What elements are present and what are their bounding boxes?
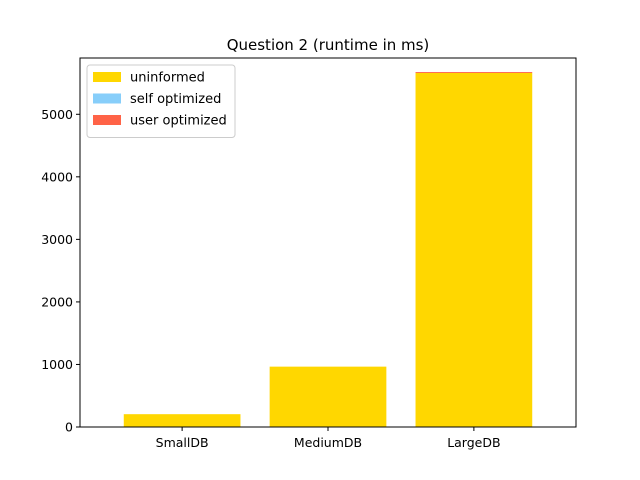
bar-uninformed-LargeDB [415,73,533,428]
legend-label: uninformed [130,71,205,86]
legend: uninformed self optimized user optimized [86,64,236,138]
y-tick-label: 2000 [41,294,73,309]
y-tick-label: 0 [65,420,73,435]
legend-label: self optimized [130,92,221,107]
y-axis: 0 1000 2000 3000 4000 5000 [41,107,80,435]
x-axis: SmallDB MediumDB LargeDB [156,427,501,450]
bar-uninformed-SmallDB [123,414,241,427]
x-tick-label: SmallDB [156,435,209,450]
legend-frame [86,64,236,138]
bars-group [123,72,533,428]
bar-user-optimized-LargeDB [415,72,533,74]
y-tick-label: 5000 [41,107,73,122]
y-tick-label: 1000 [41,357,73,372]
legend-swatch-uninformed [93,72,121,82]
x-tick-label: MediumDB [294,435,362,450]
bar-uninformed-MediumDB [269,366,387,427]
legend-label: user optimized [130,114,227,129]
plot-frame [79,57,577,428]
chart-title: Question 2 (runtime in ms) [227,36,430,54]
legend-swatch-user-optimized [93,115,121,125]
legend-swatch-self-optimized [93,93,121,104]
x-tick-label: LargeDB [447,435,500,450]
y-tick-label: 4000 [41,169,73,184]
y-tick-label: 3000 [41,232,73,247]
